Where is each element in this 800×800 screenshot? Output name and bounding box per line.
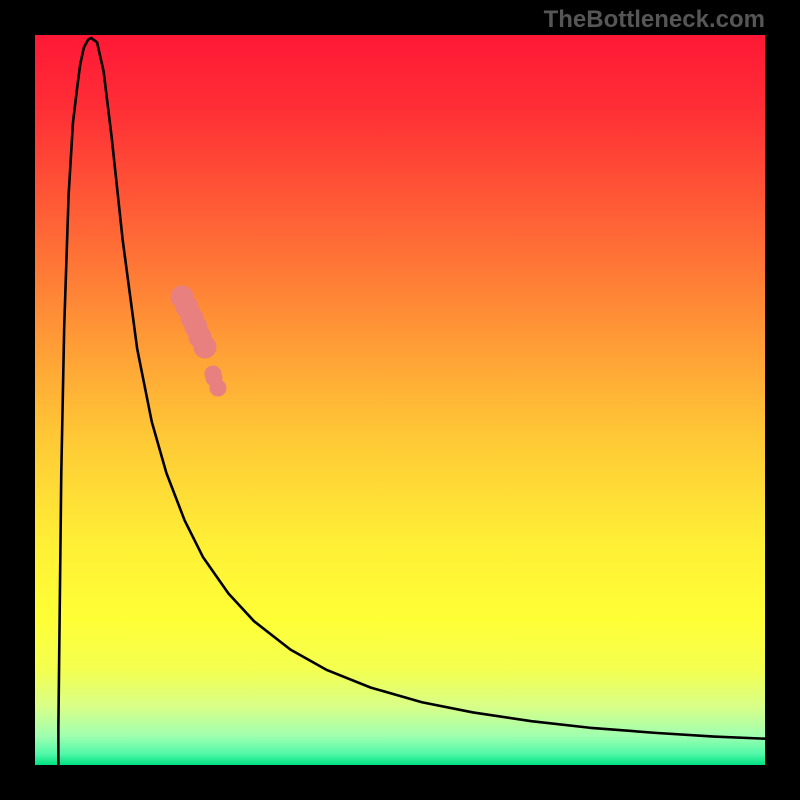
plot-area [35,35,765,765]
bottleneck-curve [58,38,765,765]
chart-frame: TheBottleneck.com [0,0,800,800]
data-marker [206,370,222,386]
data-marker [194,336,216,358]
frame-border-right [765,0,800,800]
watermark-text: TheBottleneck.com [544,6,765,34]
frame-border-bottom [0,765,800,800]
chart-svg [35,35,765,765]
frame-border-left [0,0,35,800]
